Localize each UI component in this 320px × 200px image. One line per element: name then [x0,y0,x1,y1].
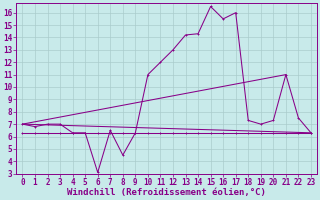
X-axis label: Windchill (Refroidissement éolien,°C): Windchill (Refroidissement éolien,°C) [67,188,266,197]
